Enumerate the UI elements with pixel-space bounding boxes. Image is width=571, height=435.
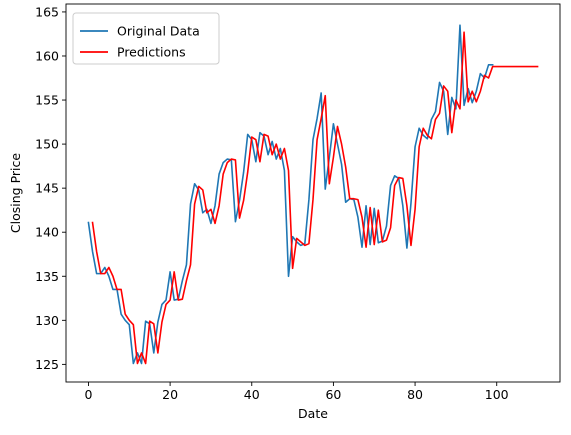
y-tick-label: 155	[35, 93, 59, 108]
series-layer	[87, 24, 539, 365]
y-tick-label: 160	[35, 48, 59, 63]
legend: Original Data Predictions	[72, 12, 220, 65]
x-tick-label: 0	[84, 387, 92, 402]
legend-label-predictions: Predictions	[117, 45, 186, 60]
x-tick-label: 20	[162, 387, 178, 402]
y-ticks: 125 130 135 140 145 150 155 160 165	[35, 4, 66, 372]
y-tick-label: 165	[35, 4, 59, 19]
x-tick-label: 100	[485, 387, 509, 402]
legend-box	[72, 12, 220, 65]
x-axis-label: Date	[298, 406, 328, 421]
y-tick-label: 145	[35, 181, 59, 196]
y-tick-label: 125	[35, 357, 59, 372]
series-predictions-line	[91, 31, 539, 365]
y-tick-label: 140	[35, 225, 59, 240]
plot-frame	[65, 3, 561, 383]
x-tick-label: 80	[407, 387, 423, 402]
y-tick-label: 130	[35, 313, 59, 328]
x-tick-label: 60	[325, 387, 341, 402]
y-tick-label: 135	[35, 269, 59, 284]
y-tick-label: 150	[35, 137, 59, 152]
legend-label-original: Original Data	[117, 24, 200, 39]
x-tick-label: 40	[244, 387, 260, 402]
x-ticks: 0 20 40 60 80 100	[84, 382, 509, 402]
y-axis-label: Closing Price	[8, 153, 23, 233]
